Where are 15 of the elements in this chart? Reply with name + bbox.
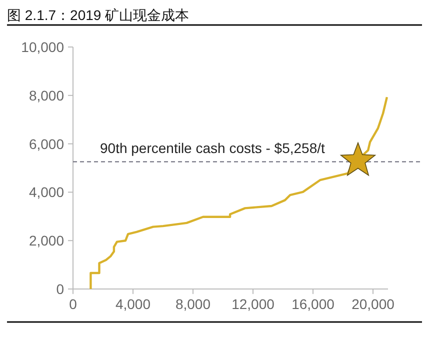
x-tick-label: 16,000 [292,296,335,312]
ref-line: 90th percentile cash costs - $5,258/t [72,140,422,162]
x-tick-label: 8,000 [175,296,211,312]
x-tick-label: 20,000 [352,296,395,312]
y-tick-label: 8,000 [28,87,64,104]
y-tick-label: 2,000 [28,232,64,249]
y-tick-label: 6,000 [28,136,64,152]
chart-title: 图 2.1.7：2019 矿山现金成本 [7,7,190,23]
y-tick-label: 4,000 [28,184,64,200]
ref-line-label: 90th percentile cash costs - $5,258/t [100,140,326,156]
y-tick-label: 0 [56,281,64,297]
y-tick-label: 10,000 [21,39,64,55]
x-tick-label: 12,000 [232,296,275,312]
x-tick-label: 4,000 [115,296,151,312]
x-tick-label: 0 [69,296,78,312]
